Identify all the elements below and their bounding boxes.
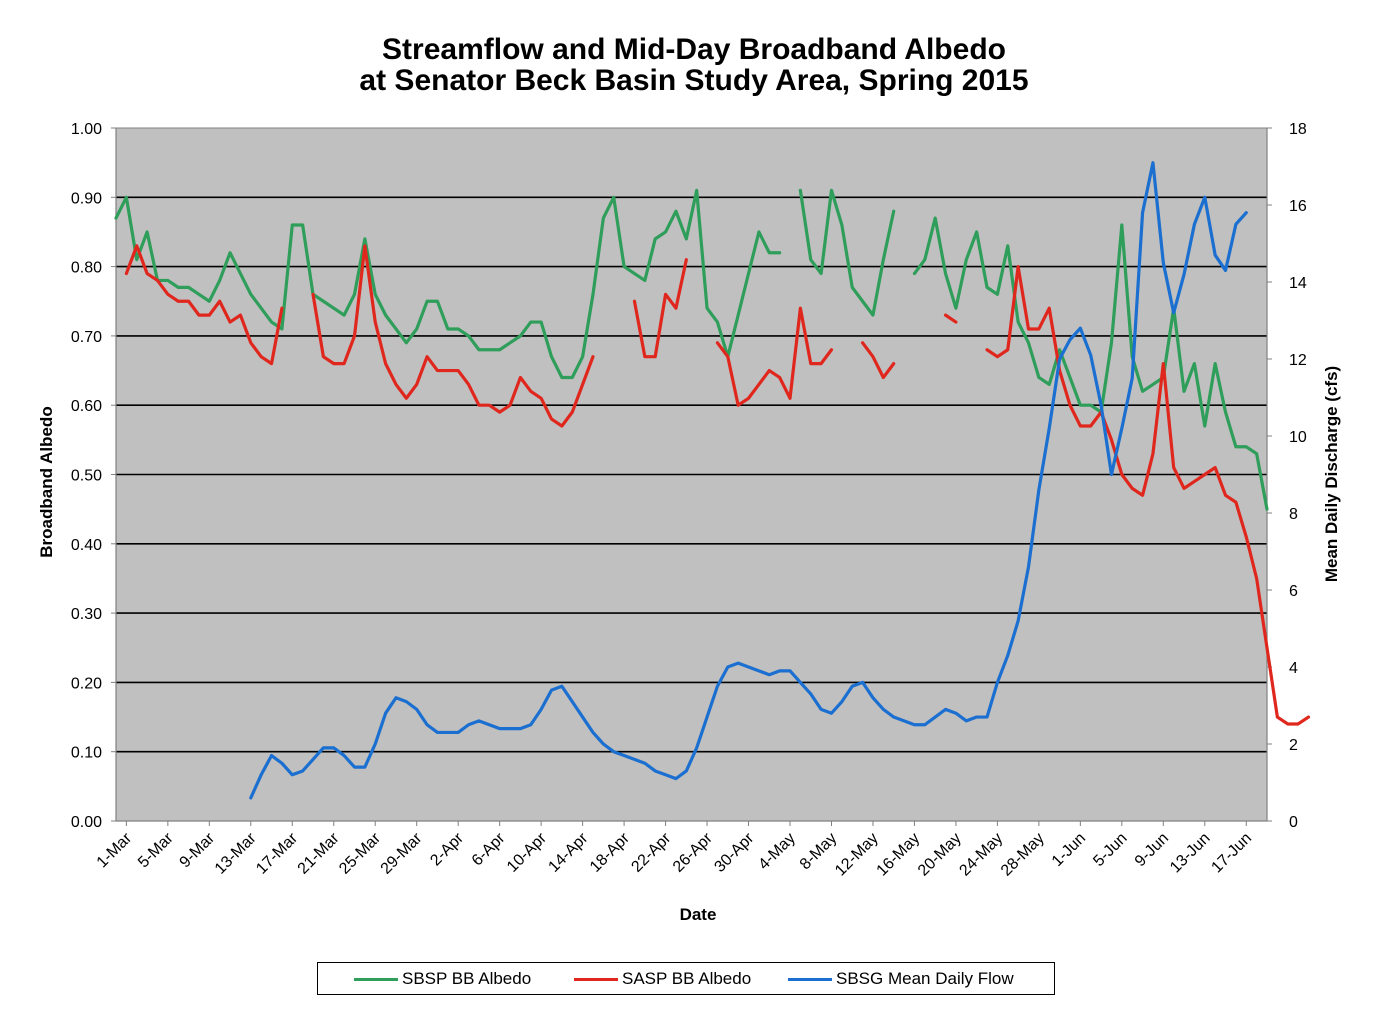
x-tick-label: 2-Apr <box>427 829 467 869</box>
legend-swatch-sbsp <box>354 977 398 981</box>
x-tick-label: 4-May <box>755 830 798 873</box>
x-tick-label: 1-Mar <box>94 829 136 871</box>
left-tick-label: 0.20 <box>71 675 102 692</box>
right-tick-label: 18 <box>1289 121 1307 138</box>
x-tick-label: 14-Apr <box>545 829 591 875</box>
x-tick-label: 26-Apr <box>670 829 716 875</box>
x-tick-label: 5-Jun <box>1090 830 1130 870</box>
right-tick-label: 16 <box>1289 198 1307 215</box>
left-tick-label: 1.00 <box>71 121 102 138</box>
left-tick-label: 0.70 <box>71 329 102 346</box>
x-tick-label: 5-Mar <box>135 829 177 871</box>
right-axis-title: Mean Daily Discharge (cfs) <box>1322 366 1341 582</box>
left-axis-title: Broadband Albedo <box>37 406 56 557</box>
series-1 <box>114 188 1269 511</box>
chart-title-line-2: at Senator Beck Basin Study Area, Spring… <box>359 64 1029 97</box>
series-line <box>985 265 1311 726</box>
left-tick-label: 0.50 <box>71 468 102 485</box>
right-tick-label: 6 <box>1289 583 1298 600</box>
series-line <box>860 341 896 380</box>
x-tick-label: 28-May <box>998 830 1048 880</box>
x-tick-label: 20-May <box>915 830 965 880</box>
series-line <box>798 188 896 317</box>
left-tick-label: 0.30 <box>71 606 102 623</box>
legend-label-sasp: SASP BB Albedo <box>622 969 752 988</box>
left-tick-label: 0.80 <box>71 260 102 277</box>
x-tick-label: 10-Apr <box>504 829 550 875</box>
series-3 <box>249 161 1248 800</box>
series-line <box>632 258 688 359</box>
series-line <box>249 161 1248 800</box>
left-axis-ticks: 0.00 0.10 0.20 0.30 0.40 0.50 0.60 0.70 0.80 0.90… <box>71 121 116 831</box>
series-line <box>124 244 284 366</box>
legend: SBSP BB Albedo SASP BB Albedo SBSG Mean … <box>317 962 1055 995</box>
legend-swatch-sbsg <box>788 977 832 981</box>
x-tick-label: 30-Apr <box>711 829 757 875</box>
right-tick-label: 14 <box>1289 275 1307 292</box>
x-tick-label: 17-Mar <box>253 829 301 877</box>
right-axis-ticks: 0 2 4 6 8 10 12 14 16 18 <box>1267 121 1307 831</box>
series-line <box>715 306 834 407</box>
left-tick-label: 0.10 <box>71 745 102 762</box>
legend-swatch-sasp <box>574 977 618 981</box>
x-tick-label: 22-Apr <box>628 829 674 875</box>
legend-label-sbsg: SBSG Mean Daily Flow <box>836 969 1014 988</box>
left-tick-label: 0.90 <box>71 190 102 207</box>
x-tick-label: 24-May <box>956 830 1006 880</box>
series-layer <box>114 161 1311 800</box>
legend-item-sasp: SASP BB Albedo <box>574 969 751 989</box>
x-tick-label: 16-May <box>874 830 924 880</box>
x-tick-label: 1-Jun <box>1049 830 1089 870</box>
legend-item-sbsp: SBSP BB Albedo <box>354 969 531 989</box>
right-tick-label: 8 <box>1289 506 1298 523</box>
chart-title: Streamflow and Mid-Day Broadband Albedo … <box>0 34 1378 96</box>
chart-title-line-1: Streamflow and Mid-Day Broadband Albedo <box>382 33 1006 66</box>
x-tick-label: 18-Apr <box>587 829 633 875</box>
legend-label-sbsp: SBSP BB Albedo <box>402 969 532 988</box>
left-tick-label: 0.00 <box>71 814 102 831</box>
right-tick-label: 0 <box>1289 814 1298 831</box>
x-axis-title: Date <box>680 905 717 924</box>
series-line <box>912 216 1269 511</box>
right-tick-label: 10 <box>1289 429 1307 446</box>
left-tick-label: 0.60 <box>71 398 102 415</box>
right-tick-label: 4 <box>1289 660 1298 677</box>
series-line <box>311 244 595 428</box>
x-tick-label: 12-May <box>832 830 882 880</box>
x-axis-ticks: 1-Mar 5-Mar 9-Mar13-Mar17-Mar21-Mar25-Mar2… <box>94 821 1255 880</box>
x-tick-label: 17-Jun <box>1208 830 1255 877</box>
x-tick-label: 25-Mar <box>336 829 384 877</box>
left-tick-label: 0.40 <box>71 537 102 554</box>
series-line <box>943 313 958 324</box>
x-tick-label: 13-Mar <box>212 829 260 877</box>
series-line <box>114 188 782 380</box>
right-tick-label: 12 <box>1289 352 1307 369</box>
x-tick-label: 21-Mar <box>295 829 343 877</box>
series-2 <box>124 244 1311 726</box>
legend-item-sbsg: SBSG Mean Daily Flow <box>788 969 1014 989</box>
right-tick-label: 2 <box>1289 737 1298 754</box>
x-tick-label: 13-Jun <box>1167 830 1214 877</box>
x-tick-label: 29-Mar <box>378 829 426 877</box>
